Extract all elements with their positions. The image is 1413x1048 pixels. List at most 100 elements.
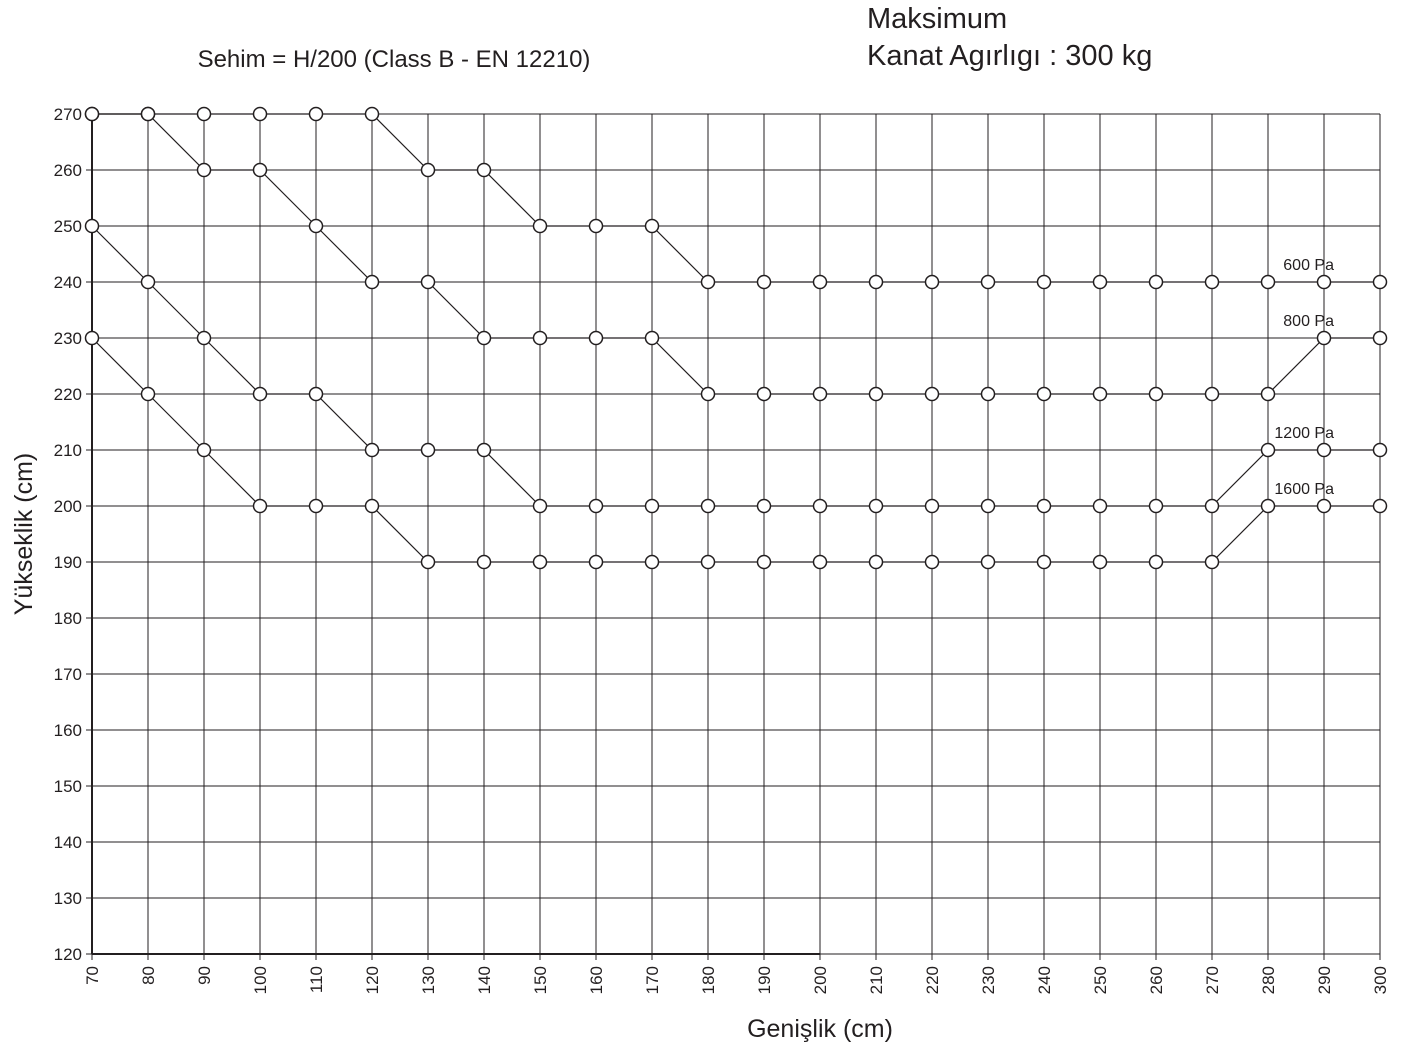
x-tick-label: 190	[755, 966, 774, 994]
data-point-marker	[812, 274, 828, 290]
x-tick-label: 130	[419, 966, 438, 994]
y-axis-label: Yükseklik (cm)	[10, 453, 38, 616]
x-tick-label: 170	[643, 966, 662, 994]
data-point-marker	[1092, 386, 1108, 402]
data-point-marker	[1148, 386, 1164, 402]
series-lines	[91, 113, 1380, 563]
data-point-marker	[364, 106, 380, 122]
data-point-marker	[196, 442, 212, 458]
data-point-marker	[1036, 386, 1052, 402]
data-point-marker	[1204, 554, 1220, 570]
data-point-marker	[644, 498, 660, 514]
data-point-marker	[1204, 274, 1220, 290]
data-point-marker	[980, 498, 996, 514]
data-point-marker	[1372, 498, 1388, 514]
data-point-marker	[756, 554, 772, 570]
data-point-marker	[420, 162, 436, 178]
data-point-marker	[644, 330, 660, 346]
x-tick-label: 270	[1203, 966, 1222, 994]
x-tick-label: 260	[1147, 966, 1166, 994]
data-point-marker	[476, 554, 492, 570]
data-point-marker	[308, 218, 324, 234]
grid-lines	[86, 113, 1381, 960]
data-point-marker	[1260, 498, 1276, 514]
data-point-marker	[700, 386, 716, 402]
data-point-marker	[252, 498, 268, 514]
data-point-marker	[1316, 442, 1332, 458]
x-tick-label: 110	[307, 966, 326, 993]
data-point-marker	[588, 218, 604, 234]
y-tick-label: 270	[54, 105, 82, 124]
data-point-marker	[196, 330, 212, 346]
data-point-marker	[196, 106, 212, 122]
data-point-marker	[1260, 442, 1276, 458]
x-tick-label: 200	[811, 966, 830, 994]
data-point-marker	[308, 386, 324, 402]
data-point-marker	[1036, 498, 1052, 514]
x-axis-label: Genişlik (cm)	[747, 1015, 893, 1043]
data-point-marker	[1260, 386, 1276, 402]
data-point-marker	[644, 218, 660, 234]
y-tick-label: 190	[54, 553, 82, 572]
data-point-marker	[1036, 554, 1052, 570]
series-line-3	[92, 113, 1380, 283]
y-tick-label: 200	[54, 497, 82, 516]
x-tick-label: 160	[587, 966, 606, 994]
y-tick-label: 240	[54, 273, 82, 292]
y-tick-label: 160	[54, 721, 82, 740]
x-tick-label: 280	[1259, 966, 1278, 994]
x-tick-label: 290	[1315, 966, 1334, 994]
data-point-marker	[700, 554, 716, 570]
series-line-2	[91, 337, 1380, 563]
data-point-marker	[1204, 386, 1220, 402]
data-point-marker	[980, 386, 996, 402]
data-point-marker	[924, 386, 940, 402]
data-point-marker	[476, 162, 492, 178]
data-point-marker	[420, 442, 436, 458]
y-tick-label: 120	[54, 945, 82, 964]
y-tick-label: 250	[54, 217, 82, 236]
data-point-marker	[84, 106, 100, 122]
data-point-marker	[924, 554, 940, 570]
data-point-marker	[84, 330, 100, 346]
data-point-marker	[1316, 330, 1332, 346]
y-tick-label: 260	[54, 161, 82, 180]
chart-subtitle-line-1: Maksimum	[867, 3, 1007, 35]
chart-title: Sehim = H/200 (Class B - EN 12210)	[198, 46, 591, 73]
x-tick-label: 240	[1035, 966, 1054, 994]
data-point-marker	[1148, 274, 1164, 290]
data-point-marker	[252, 106, 268, 122]
series-line-1	[91, 225, 1380, 507]
data-point-marker	[308, 498, 324, 514]
x-tick-label: 300	[1371, 966, 1390, 994]
x-tick-label: 150	[531, 966, 550, 994]
data-point-marker	[1260, 274, 1276, 290]
series-markers	[84, 106, 1388, 570]
data-point-marker	[924, 274, 940, 290]
data-point-marker	[756, 386, 772, 402]
x-tick-label: 120	[363, 966, 382, 994]
data-point-marker	[532, 554, 548, 570]
series-label: 1600 Pa	[1274, 481, 1334, 498]
data-point-marker	[84, 218, 100, 234]
data-point-marker	[812, 498, 828, 514]
x-axis-tick-labels: 70 80 90 100 110 120 130 140 150 160 170 180 190 200 2…	[83, 966, 1390, 994]
data-point-marker	[364, 498, 380, 514]
data-point-marker	[588, 330, 604, 346]
data-point-marker	[812, 386, 828, 402]
data-point-marker	[1092, 498, 1108, 514]
data-point-marker	[812, 554, 828, 570]
x-tick-label: 210	[867, 966, 886, 994]
data-point-marker	[252, 162, 268, 178]
x-tick-label: 90	[195, 966, 214, 985]
data-point-marker	[1092, 554, 1108, 570]
data-point-marker	[532, 218, 548, 234]
data-point-marker	[252, 386, 268, 402]
data-point-marker	[364, 274, 380, 290]
x-tick-label: 140	[475, 966, 494, 994]
data-point-marker	[588, 554, 604, 570]
data-point-marker	[420, 554, 436, 570]
y-tick-label: 150	[54, 777, 82, 796]
chart-subtitle-line-2: Kanat Agırlıgı : 300 kg	[867, 40, 1152, 72]
data-point-marker	[308, 106, 324, 122]
